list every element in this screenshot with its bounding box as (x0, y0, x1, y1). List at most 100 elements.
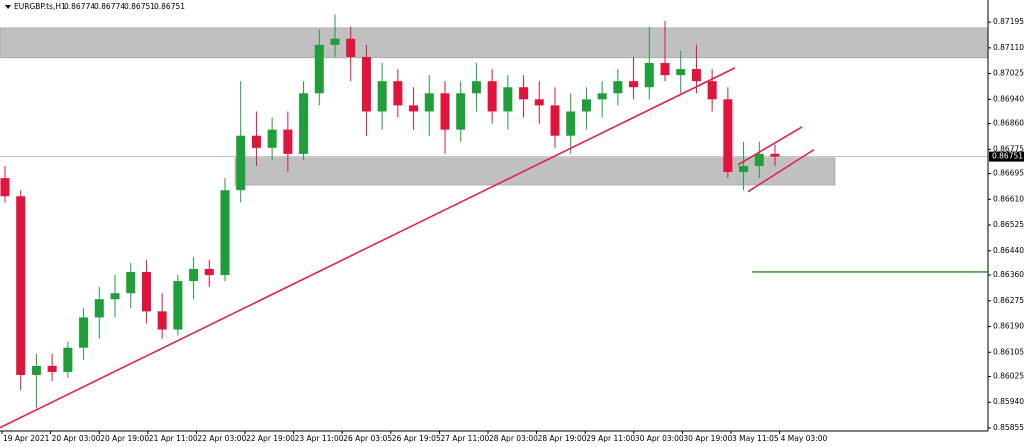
candle-body (251, 135, 261, 148)
x-tick-label: 22 Apr 03:00 (197, 434, 246, 443)
x-tick-label: 30 Apr 03:00 (635, 434, 684, 443)
candle-body (723, 99, 733, 173)
candle-body (770, 153, 780, 157)
candle-body (393, 81, 403, 106)
y-tick-label: 0.85855 (993, 423, 1024, 432)
candle-body (613, 81, 623, 94)
candle-body (487, 81, 497, 112)
candle-body (220, 190, 230, 276)
zone (234, 157, 836, 186)
last-price-box (989, 151, 1024, 162)
header-icon (5, 5, 11, 9)
candle-body (236, 135, 246, 191)
candle-body (409, 105, 419, 112)
candle-body (110, 293, 120, 300)
x-tick-label: 20 Apr 19:00 (100, 434, 149, 443)
y-tick-label: 0.86190 (993, 322, 1024, 331)
candle-body (707, 81, 717, 100)
x-tick-label: 28 Apr 03:00 (489, 434, 538, 443)
y-tick-label: 0.86025 (993, 371, 1024, 380)
x-tick-label: 22 Apr 19:00 (246, 434, 295, 443)
candle-body (597, 93, 607, 100)
y-tick-label: 0.86440 (993, 246, 1024, 255)
y-tick-label: 0.86525 (993, 220, 1024, 229)
candle-body (283, 129, 293, 154)
candle-body (173, 281, 183, 330)
x-tick-label: 27 Apr 11:00 (440, 434, 489, 443)
x-tick-label: 30 Apr 19:00 (683, 434, 732, 443)
header-value: 0.86751 (154, 2, 185, 11)
candle-body (456, 93, 466, 130)
candle-body (126, 271, 136, 294)
candle-body (346, 38, 356, 57)
x-tick-label: 20 Apr 03:00 (52, 434, 101, 443)
header-value: 0.86751 (124, 2, 155, 11)
x-tick-label: 3 May 11:05 (732, 434, 779, 443)
candle-body (94, 299, 104, 318)
candle-body (519, 87, 529, 100)
candle-body (141, 271, 151, 312)
y-tick-label: 0.85940 (993, 397, 1024, 406)
candle-body (660, 62, 670, 76)
candle-body (691, 69, 701, 82)
y-tick-label: 0.86105 (993, 347, 1024, 356)
x-tick-label: 4 May 03:00 (781, 434, 828, 443)
candle-body (189, 268, 199, 282)
candle-body (581, 99, 591, 112)
candle-body (629, 81, 639, 88)
y-tick-label: 0.86610 (993, 194, 1024, 203)
candle-body (676, 69, 686, 76)
candle-body (471, 81, 481, 94)
candle-body (534, 99, 544, 106)
y-tick-label: 0.87025 (993, 69, 1024, 78)
y-tick-label: 0.86775 (993, 144, 1024, 153)
symbol: EURGBP.ts,H1 (14, 2, 66, 11)
y-tick-label: 0.86860 (993, 119, 1024, 128)
candle-body (267, 129, 277, 148)
candle-body (361, 56, 371, 112)
x-tick-label: 26 Apr 19:05 (392, 434, 441, 443)
trendline (747, 148, 815, 193)
x-tick-label: 23 Apr 11:00 (295, 434, 344, 443)
x-tick-label: 29 Apr 11:00 (586, 434, 635, 443)
candle-body (644, 62, 654, 88)
candle-body (503, 87, 513, 112)
candle-body (299, 93, 309, 154)
candle-body (314, 44, 324, 94)
candle-body (440, 93, 450, 130)
candle-body (739, 165, 749, 173)
candle-body (79, 317, 89, 348)
x-tick-label: 28 Apr 19:00 (538, 434, 587, 443)
candle-body (330, 38, 340, 45)
y-tick-label: 0.87110 (993, 43, 1024, 52)
header-value: 0.86774 (94, 2, 125, 11)
x-tick-label: 26 Apr 03:05 (343, 434, 392, 443)
y-tick-label: 0.86940 (993, 94, 1024, 103)
candle-body (157, 311, 167, 330)
x-tick-label: 19 Apr 2021 (3, 434, 50, 443)
candle-body (754, 153, 764, 166)
candle-body (47, 365, 57, 372)
trendline (737, 126, 803, 166)
candle-body (204, 268, 214, 276)
plot-area (0, 14, 989, 429)
candle-body (566, 111, 576, 136)
candle-body (550, 105, 560, 136)
trendline (0, 67, 736, 429)
y-tick-label: 0.86360 (993, 270, 1024, 279)
candle-body (31, 365, 41, 375)
zone (0, 27, 989, 59)
last-price-label: 0.86751 (992, 152, 1023, 161)
y-tick-label: 0.86275 (993, 296, 1024, 305)
candle-body (424, 93, 434, 112)
candle-body (63, 347, 73, 372)
candle-body (0, 178, 10, 197)
y-tick-label: 0.87195 (993, 17, 1024, 26)
y-tick-label: 0.86695 (993, 169, 1024, 178)
candle-body (377, 81, 387, 112)
candle-body (16, 196, 26, 375)
x-tick-label: 21 Apr 11:00 (149, 434, 198, 443)
header-value: 0.86774 (64, 2, 95, 11)
